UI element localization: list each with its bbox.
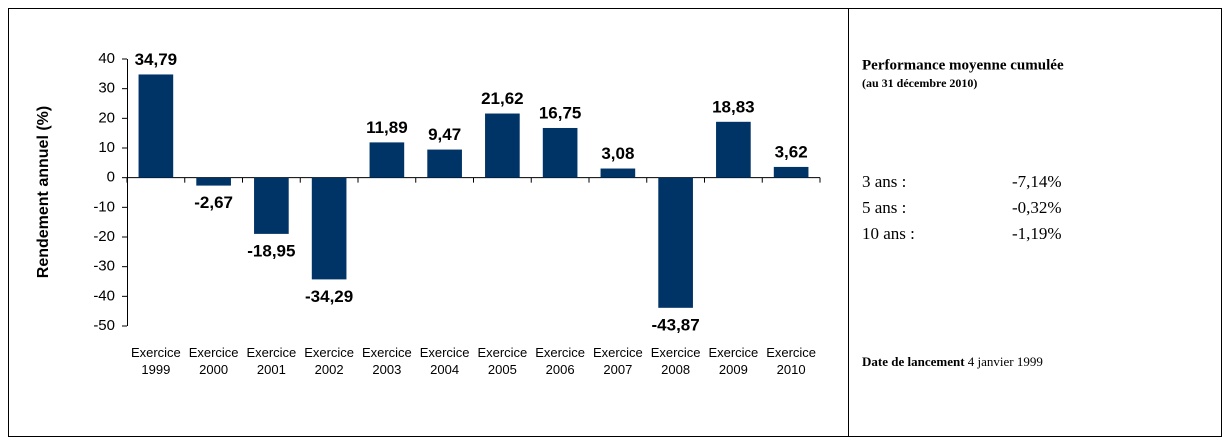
y-tick-label: 20 bbox=[98, 109, 115, 126]
y-tick-label: 40 bbox=[98, 50, 115, 67]
y-tick-label: 0 bbox=[107, 169, 115, 186]
row-label: 3 ans : bbox=[862, 172, 906, 191]
x-tick-label: Exercice 2006 bbox=[535, 345, 586, 377]
x-tick-label: Exercice 2000 bbox=[188, 345, 239, 377]
panel-title: Performance moyenne cumulée bbox=[862, 57, 1064, 73]
value-label: 3,08 bbox=[601, 144, 634, 163]
value-label: 3,62 bbox=[775, 142, 808, 161]
value-label: 21,62 bbox=[481, 89, 524, 108]
x-tick-label: Exercice 2001 bbox=[246, 345, 297, 377]
x-tick-label: Exercice 2007 bbox=[592, 345, 643, 377]
bar bbox=[485, 113, 520, 178]
x-tick-label: Exercice 2004 bbox=[419, 345, 470, 377]
bar bbox=[542, 127, 578, 178]
y-tick-label: 10 bbox=[98, 139, 115, 156]
row-value: -1,19% bbox=[1012, 224, 1062, 243]
bar bbox=[716, 121, 751, 178]
bar bbox=[773, 166, 809, 178]
bar bbox=[658, 177, 693, 308]
value-label: 34,79 bbox=[135, 50, 178, 69]
row-label: 5 ans : bbox=[862, 198, 906, 217]
y-tick-label: -20 bbox=[93, 228, 115, 245]
bar bbox=[196, 177, 231, 186]
value-label: -18,95 bbox=[247, 241, 295, 260]
row-label: 10 ans : bbox=[862, 224, 915, 243]
launch-date: 4 janvier 1999 bbox=[968, 354, 1043, 369]
bar bbox=[427, 149, 462, 178]
x-tick-label: Exercice 1999 bbox=[130, 345, 181, 377]
frame bbox=[8, 8, 1222, 437]
value-label: 9,47 bbox=[428, 125, 461, 144]
launch: Date de lancement 4 janvier 1999 bbox=[862, 354, 1043, 369]
value-label: 11,89 bbox=[366, 118, 408, 137]
value-label: -34,29 bbox=[305, 287, 353, 306]
value-label: -43,87 bbox=[652, 315, 700, 334]
y-axis-label: Rendement annuel (%) bbox=[35, 106, 52, 278]
x-tick-label: Exercice 2003 bbox=[361, 345, 412, 377]
y-tick-label: -50 bbox=[93, 317, 115, 334]
row-value: -7,14% bbox=[1012, 172, 1062, 191]
bar bbox=[600, 168, 636, 178]
y-tick-label: -40 bbox=[93, 287, 115, 304]
y-tick-label: -10 bbox=[93, 198, 115, 215]
value-label: 18,83 bbox=[712, 97, 755, 116]
bar bbox=[369, 142, 405, 178]
row-value: -0,32% bbox=[1012, 198, 1062, 217]
panel-subtitle: (au 31 décembre 2010) bbox=[862, 76, 977, 90]
launch-label: Date de lancement bbox=[862, 354, 965, 369]
x-tick-label: Exercice 2005 bbox=[477, 345, 528, 377]
value-label: 16,75 bbox=[539, 103, 582, 122]
y-tick-label: 30 bbox=[98, 80, 115, 97]
x-tick-label: Exercice 2002 bbox=[304, 345, 355, 377]
x-tick-label: Exercice 2010 bbox=[766, 345, 817, 377]
bar bbox=[311, 177, 347, 280]
value-label: -2,67 bbox=[194, 193, 233, 212]
y-tick-label: -30 bbox=[93, 258, 115, 275]
x-tick-label: Exercice 2009 bbox=[708, 345, 759, 377]
bar bbox=[138, 74, 174, 178]
bar bbox=[254, 177, 289, 234]
x-tick-label: Exercice 2008 bbox=[650, 345, 701, 377]
